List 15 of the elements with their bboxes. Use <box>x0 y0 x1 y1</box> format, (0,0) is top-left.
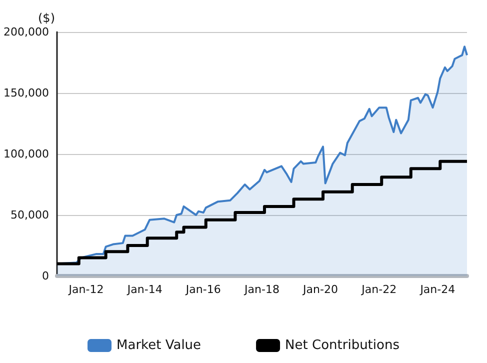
legend-label: Net Contributions <box>285 338 400 353</box>
x-tick-label: Jan-18 <box>244 283 280 296</box>
x-tick-label: Jan-20 <box>302 283 338 296</box>
x-tick-label: Jan-14 <box>126 283 162 296</box>
x-tick-label: Jan-22 <box>360 283 397 296</box>
x-tick-label: Jan-24 <box>419 283 456 296</box>
y-tick-label: 200,000 <box>4 26 49 38</box>
y-tick-label: 0 <box>42 270 49 282</box>
x-tick-label: Jan-12 <box>68 283 104 296</box>
y-tick-label: 100,000 <box>4 148 49 160</box>
legend-label: Market Value <box>116 338 202 353</box>
y-tick-label: 50,000 <box>10 208 49 222</box>
y-axis-title: ($) <box>38 11 55 25</box>
y-tick-label: 150,000 <box>4 86 49 100</box>
x-tick-label: Jan-16 <box>184 283 221 296</box>
